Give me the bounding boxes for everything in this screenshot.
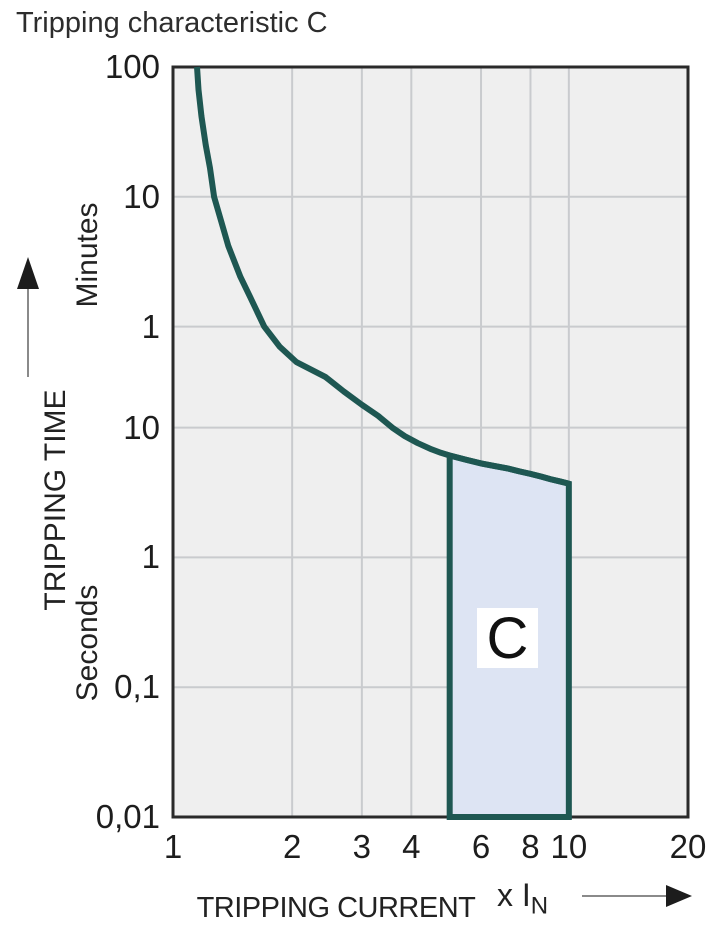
page-title: Tripping characteristic C (16, 7, 328, 39)
x-tick-label: 20 (669, 828, 707, 865)
y-tick-label: 100 (104, 48, 160, 85)
region-label: C (486, 605, 529, 671)
x-axis-unit-subscript: N (530, 892, 549, 920)
x-tick-label: 8 (521, 828, 540, 865)
x-axis-unit-label: x IN (497, 877, 548, 918)
x-tick-label: 6 (471, 828, 491, 865)
y-tick-label: 1 (141, 538, 160, 576)
x-tick-label: 10 (550, 828, 588, 865)
y-axis-minutes-unit-label: Minutes (71, 202, 104, 308)
x-axis-unit-prefix: x I (497, 877, 531, 913)
x-axis-right-arrow-icon (582, 885, 692, 907)
x-tick-label: 3 (352, 828, 372, 865)
region-label-badge: C (477, 606, 538, 671)
y-tick-label: 0,01 (95, 798, 160, 835)
y-tick-label: 10 (123, 177, 160, 215)
y-axis-up-arrow-icon (17, 257, 39, 377)
y-axis-title: TRIPPING TIME (39, 389, 72, 611)
tripping-curve (194, 66, 570, 487)
y-tick-label: 1 (141, 307, 160, 345)
y-tick-label: 10 (123, 408, 160, 446)
x-tick-label: 4 (402, 828, 421, 865)
x-axis-title: TRIPPING CURRENT (196, 892, 476, 924)
plot-border (171, 65, 690, 819)
plot-background (173, 67, 688, 817)
x-tick-label: 2 (282, 828, 302, 865)
x-tick-label: 1 (163, 828, 183, 865)
y-axis-seconds-unit-label: Seconds (71, 584, 104, 702)
y-tick-label: 0,1 (114, 668, 160, 706)
plot-area (171, 65, 690, 820)
